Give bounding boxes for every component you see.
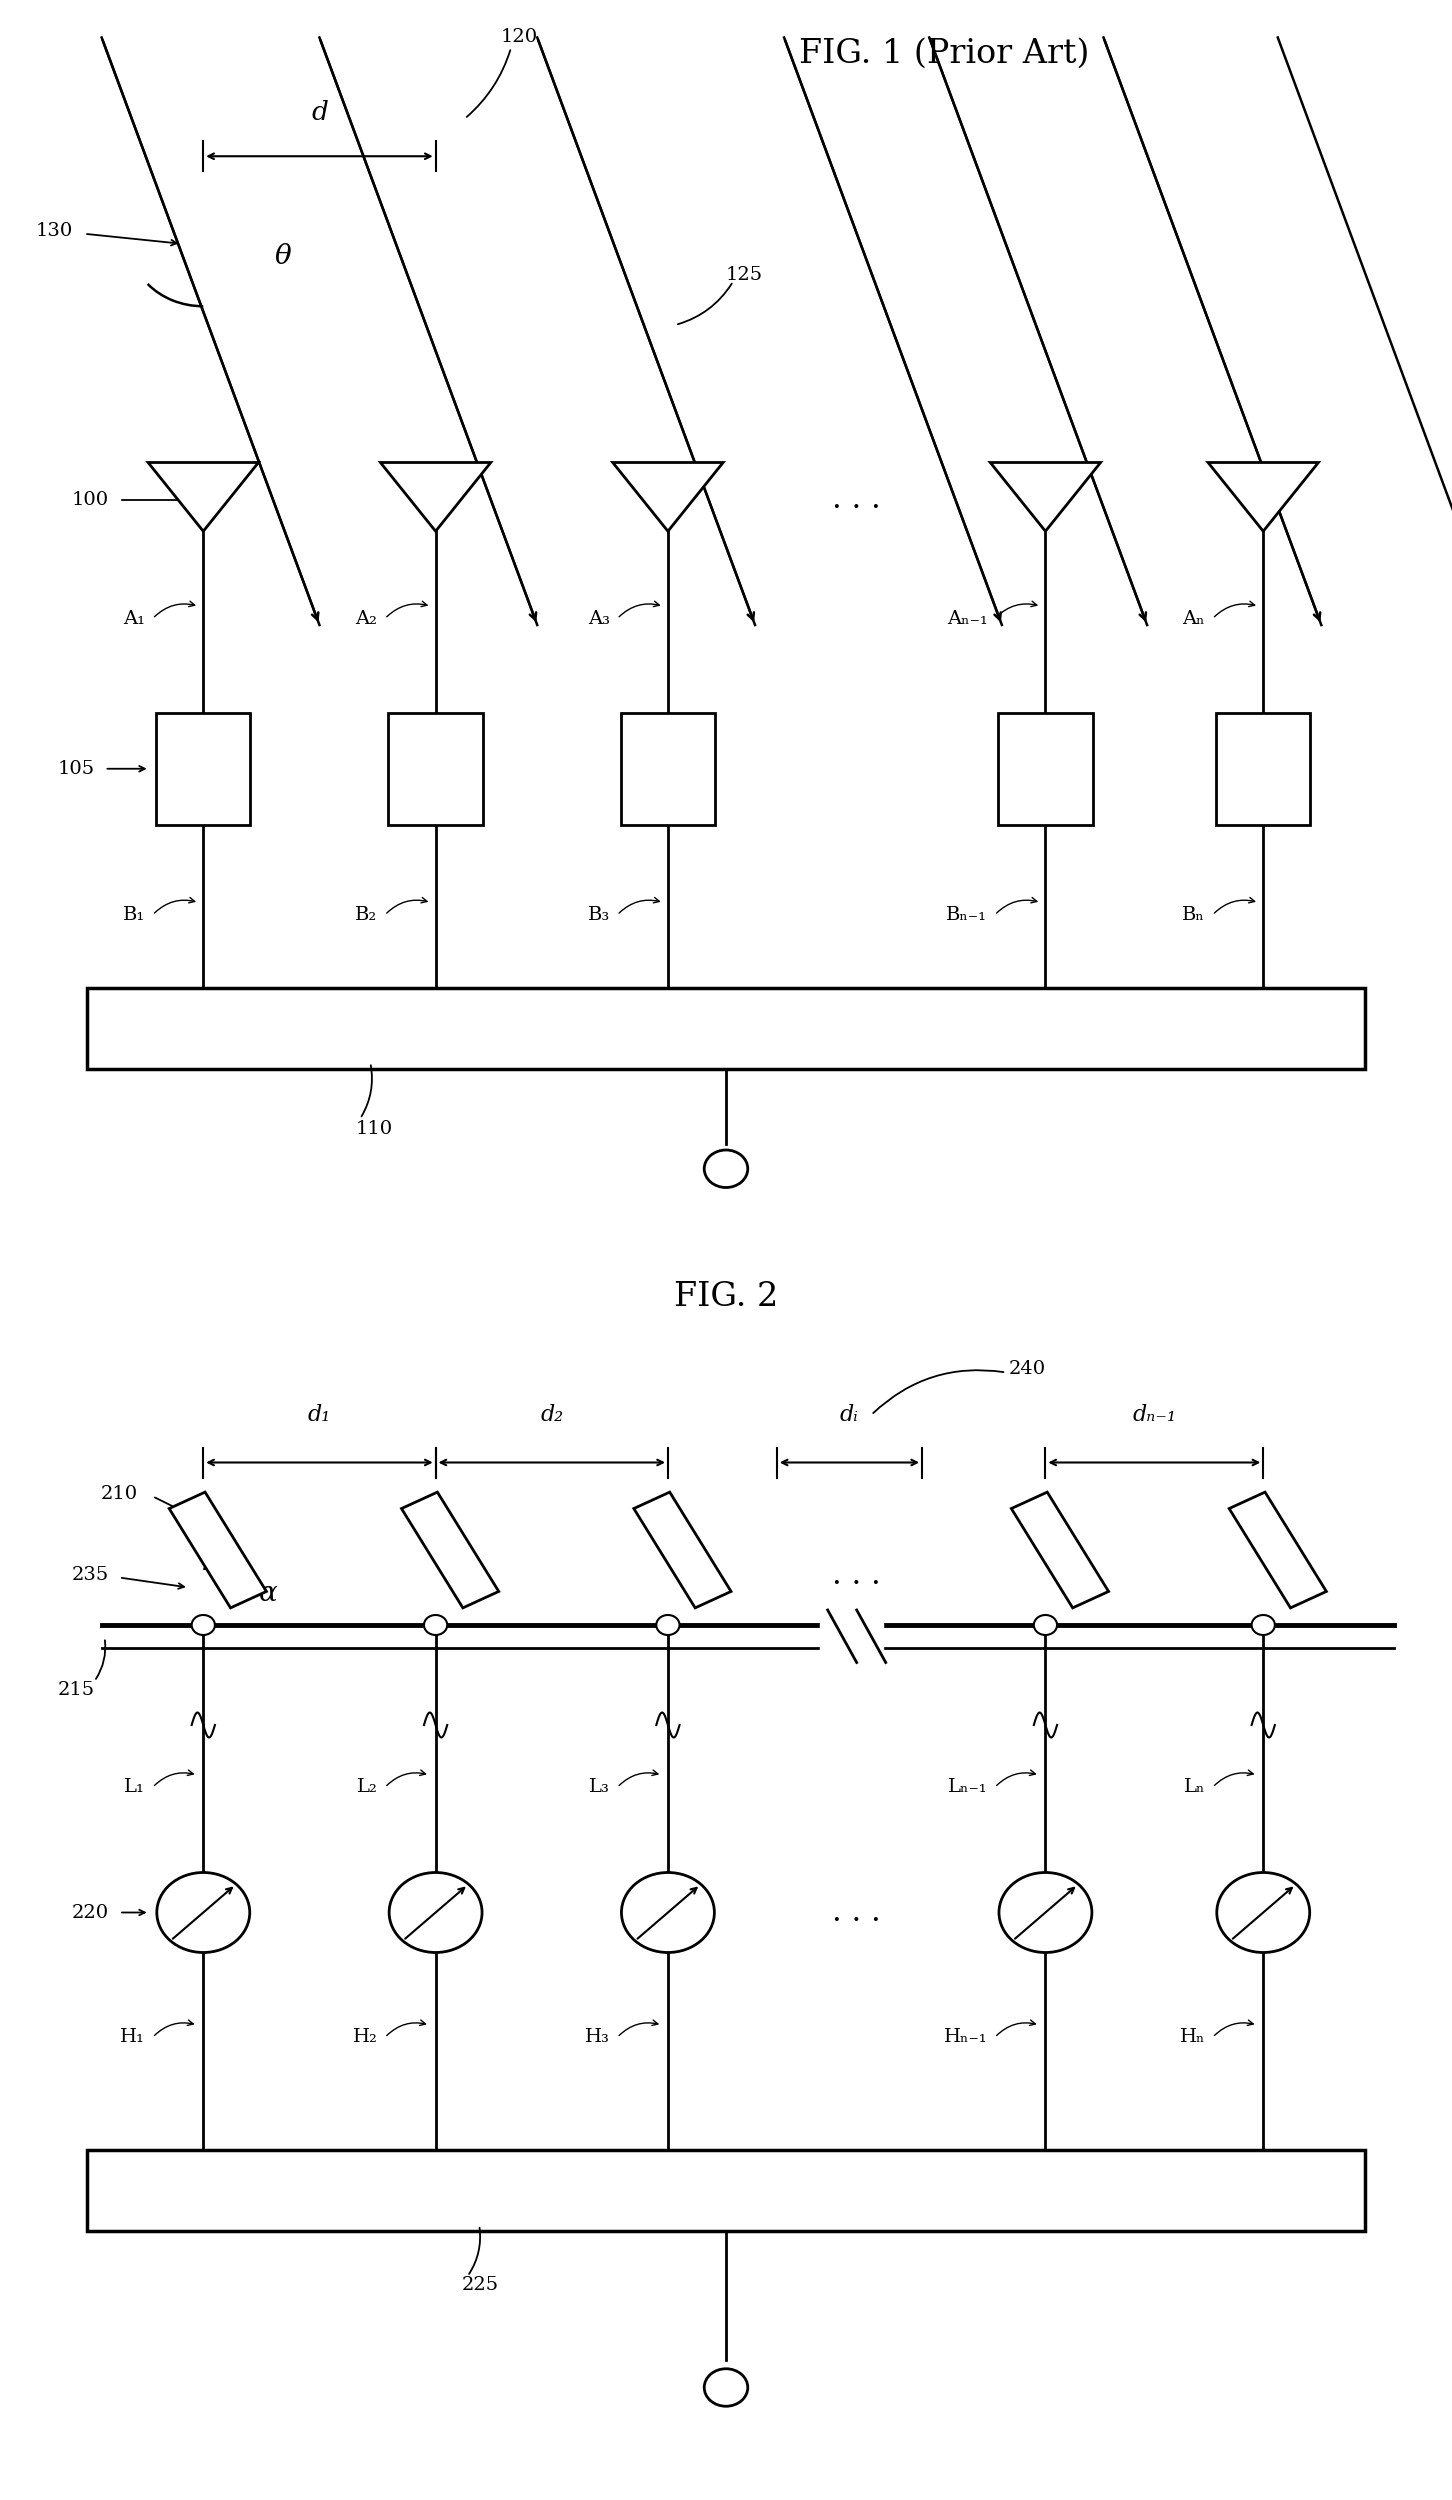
Text: L₃: L₃ <box>590 1778 610 1798</box>
Polygon shape <box>1230 1492 1326 1608</box>
Polygon shape <box>402 1492 498 1608</box>
Text: FIG. 2: FIG. 2 <box>674 1280 778 1312</box>
Circle shape <box>1034 1615 1057 1635</box>
Text: Bₙ: Bₙ <box>1182 905 1205 925</box>
Circle shape <box>157 1872 250 1952</box>
Polygon shape <box>148 462 258 530</box>
Text: L₂: L₂ <box>357 1778 378 1798</box>
Text: 110: 110 <box>356 1120 393 1138</box>
Text: 120: 120 <box>501 28 539 48</box>
Text: θ: θ <box>274 242 292 270</box>
Text: L₁: L₁ <box>125 1778 145 1798</box>
Text: A₃: A₃ <box>588 610 610 628</box>
Text: Bₙ₋₁: Bₙ₋₁ <box>947 905 987 925</box>
Text: dₙ₋₁: dₙ₋₁ <box>1133 1405 1176 1425</box>
Text: Aₙ₋₁: Aₙ₋₁ <box>947 610 987 628</box>
Text: d₁: d₁ <box>308 1405 331 1425</box>
Circle shape <box>192 1615 215 1635</box>
Circle shape <box>1252 1615 1275 1635</box>
Text: H₁: H₁ <box>121 2028 145 2048</box>
Text: 125: 125 <box>726 265 764 285</box>
Bar <box>999 712 1092 825</box>
Text: 225: 225 <box>462 2275 499 2295</box>
Circle shape <box>656 1615 680 1635</box>
Text: 220: 220 <box>71 1902 109 1922</box>
Text: 215: 215 <box>57 1680 94 1700</box>
Text: . . .: . . . <box>832 1560 881 1590</box>
Text: 210: 210 <box>100 1485 138 1502</box>
Text: 240: 240 <box>1009 1360 1047 1378</box>
Text: d₂: d₂ <box>540 1405 563 1425</box>
Polygon shape <box>1208 462 1318 530</box>
Text: . . .: . . . <box>832 485 881 515</box>
Text: 105: 105 <box>57 760 94 778</box>
Bar <box>87 2150 1365 2230</box>
Polygon shape <box>635 1492 730 1608</box>
Text: H₃: H₃ <box>585 2028 610 2048</box>
Text: B₃: B₃ <box>588 905 610 925</box>
Bar <box>1217 712 1311 825</box>
Text: α: α <box>260 1580 277 1608</box>
Text: A₁: A₁ <box>123 610 145 628</box>
Text: dᵢ: dᵢ <box>841 1405 858 1425</box>
Text: d: d <box>311 100 328 125</box>
Text: Aₙ: Aₙ <box>1182 610 1205 628</box>
Polygon shape <box>1012 1492 1108 1608</box>
Bar <box>157 712 251 825</box>
Text: 100: 100 <box>71 490 109 510</box>
Circle shape <box>389 1872 482 1952</box>
Text: Lₙ: Lₙ <box>1183 1778 1205 1798</box>
Text: Hₙ₋₁: Hₙ₋₁ <box>944 2028 987 2048</box>
Polygon shape <box>380 462 491 530</box>
Text: Lₙ₋₁: Lₙ₋₁ <box>948 1778 987 1798</box>
Bar <box>87 988 1365 1070</box>
Circle shape <box>999 1872 1092 1952</box>
Polygon shape <box>170 1492 266 1608</box>
Text: FIG. 1 (Prior Art): FIG. 1 (Prior Art) <box>799 38 1089 70</box>
Text: A₂: A₂ <box>356 610 378 628</box>
Bar <box>388 712 482 825</box>
Text: 130: 130 <box>35 222 73 240</box>
Polygon shape <box>990 462 1101 530</box>
Text: 235: 235 <box>71 1565 109 1585</box>
Bar <box>621 712 716 825</box>
Text: B₁: B₁ <box>123 905 145 925</box>
Circle shape <box>621 1872 714 1952</box>
Text: Hₙ: Hₙ <box>1179 2028 1205 2048</box>
Polygon shape <box>613 462 723 530</box>
Text: H₂: H₂ <box>353 2028 378 2048</box>
Circle shape <box>1217 1872 1310 1952</box>
Text: . . .: . . . <box>832 1898 881 1928</box>
Circle shape <box>424 1615 447 1635</box>
Text: B₂: B₂ <box>356 905 378 925</box>
